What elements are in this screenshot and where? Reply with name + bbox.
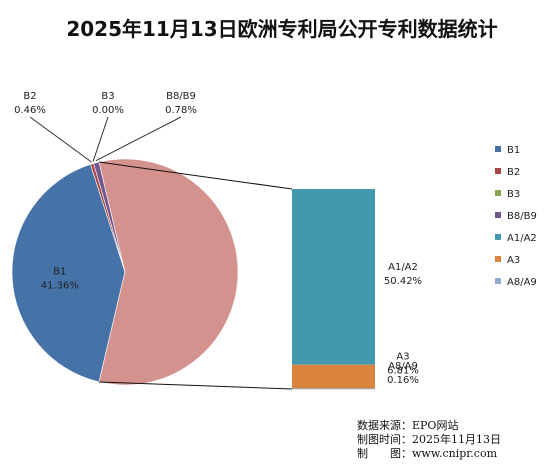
pie-chart: B1 41.36% B2 0.46% B3 0.00% B8/B9 0.78% bbox=[12, 91, 238, 385]
pie-label-b8-b9-name: B8/B9 bbox=[166, 91, 196, 102]
bar-label-a1-a2-value: 50.42% bbox=[384, 276, 422, 287]
legend-swatch-a1-a2 bbox=[495, 234, 501, 240]
legend-item-a8-a9: A8/A9 bbox=[507, 277, 537, 288]
legend-swatch-a8-a9 bbox=[495, 278, 501, 284]
bar-label-a1-a2-name: A1/A2 bbox=[388, 262, 418, 273]
legend-swatch-b8-b9 bbox=[495, 212, 501, 218]
legend-swatch-b1 bbox=[495, 146, 501, 152]
chart-title: 2025年11月13日欧洲专利局公开专利数据统计 bbox=[66, 17, 497, 41]
footer-source: 数据来源：EPO网站 bbox=[357, 418, 458, 432]
bar-segment-a1-a2 bbox=[292, 189, 375, 365]
pie-label-b1-name: B1 bbox=[53, 266, 66, 277]
footer-author: 制 图：www.cnipr.com bbox=[357, 447, 498, 460]
legend-item-a3: A3 bbox=[507, 255, 520, 266]
pie-leader-line-b3 bbox=[93, 117, 108, 162]
legend-item-b1: B1 bbox=[507, 145, 520, 156]
bar-label-a8-a9-name: A8/A9 bbox=[388, 361, 418, 372]
footer: 数据来源：EPO网站 制图时间：2025年11月13日 制 图：www.cnip… bbox=[357, 418, 501, 460]
legend-item-b2: B2 bbox=[507, 167, 520, 178]
legend-item-b8-b9: B8/B9 bbox=[507, 211, 537, 222]
pie-label-b2-value: 0.46% bbox=[14, 105, 46, 116]
bar-segment-a3 bbox=[292, 365, 375, 389]
legend-swatch-a3 bbox=[495, 256, 501, 262]
bar-label-a8-a9-value: 0.16% bbox=[387, 375, 419, 386]
pie-label-b2-name: B2 bbox=[23, 91, 36, 102]
legend-item-b3: B3 bbox=[507, 189, 520, 200]
connector-line-bottom bbox=[99, 382, 292, 389]
pie-leader-line-b8-b9 bbox=[96, 117, 181, 161]
bar-segment-a8-a9 bbox=[292, 388, 375, 389]
pie-label-b8-b9-value: 0.78% bbox=[165, 105, 197, 116]
pie-label-b3-name: B3 bbox=[101, 91, 114, 102]
legend-item-a1-a2: A1/A2 bbox=[507, 233, 537, 244]
legend-swatch-b3 bbox=[495, 190, 501, 196]
legend: B1 B2 B3 B8/B9 A1/A2 A3 A8/A9 bbox=[495, 145, 537, 288]
pie-leader-line-b2 bbox=[30, 117, 91, 162]
pie-label-b3-value: 0.00% bbox=[92, 105, 124, 116]
pie-label-b1-value: 41.36% bbox=[41, 280, 79, 291]
footer-date: 制图时间：2025年11月13日 bbox=[357, 432, 501, 446]
legend-swatch-b2 bbox=[495, 168, 501, 174]
